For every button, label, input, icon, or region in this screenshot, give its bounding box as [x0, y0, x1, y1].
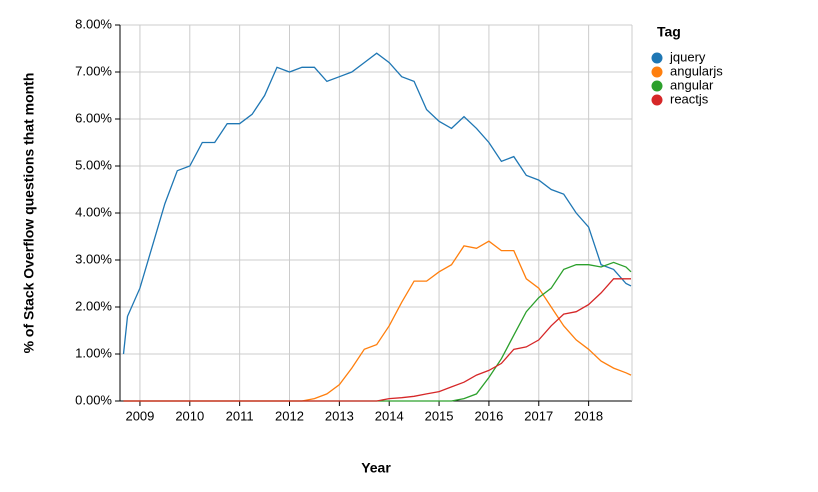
x-tick-label: 2018	[574, 408, 603, 423]
legend-label: angular	[670, 77, 714, 92]
y-tick-label: 0.00%	[75, 392, 112, 407]
legend-swatch	[651, 94, 663, 106]
line-series	[122, 52, 632, 355]
x-tick-label: 2014	[375, 408, 404, 423]
y-tick-label: 7.00%	[75, 63, 112, 78]
legend-swatch	[651, 66, 663, 78]
y-tick-label: 6.00%	[75, 110, 112, 125]
x-tick-label: 2011	[226, 408, 254, 423]
x-tick-label: 2013	[325, 408, 354, 423]
x-tick-label: 2017	[524, 408, 553, 423]
x-axis-label: Year	[361, 460, 391, 476]
legend-title: Tag	[657, 24, 681, 40]
x-tick-label: 2012	[275, 408, 304, 423]
line-series	[123, 240, 632, 402]
x-tick-label: 2015	[425, 408, 454, 423]
legend-swatch	[651, 80, 663, 92]
y-tick-label: 8.00%	[75, 16, 112, 31]
line-series	[123, 261, 632, 402]
y-tick-label: 4.00%	[75, 204, 112, 219]
legend-label: jquery	[669, 49, 706, 64]
legend-swatch	[651, 52, 663, 64]
y-axis-label: % of Stack Overflow questions that month	[21, 73, 37, 354]
y-tick-label: 3.00%	[75, 251, 112, 266]
y-tick-label: 5.00%	[75, 157, 112, 172]
x-tick-label: 2016	[474, 408, 503, 423]
y-tick-label: 2.00%	[75, 298, 112, 313]
legend-label: reactjs	[670, 91, 709, 106]
x-tick-label: 2009	[125, 408, 154, 423]
x-tick-label: 2010	[175, 408, 204, 423]
line-series	[123, 278, 631, 402]
y-tick-label: 1.00%	[75, 345, 112, 360]
legend-label: angularjs	[670, 63, 723, 78]
